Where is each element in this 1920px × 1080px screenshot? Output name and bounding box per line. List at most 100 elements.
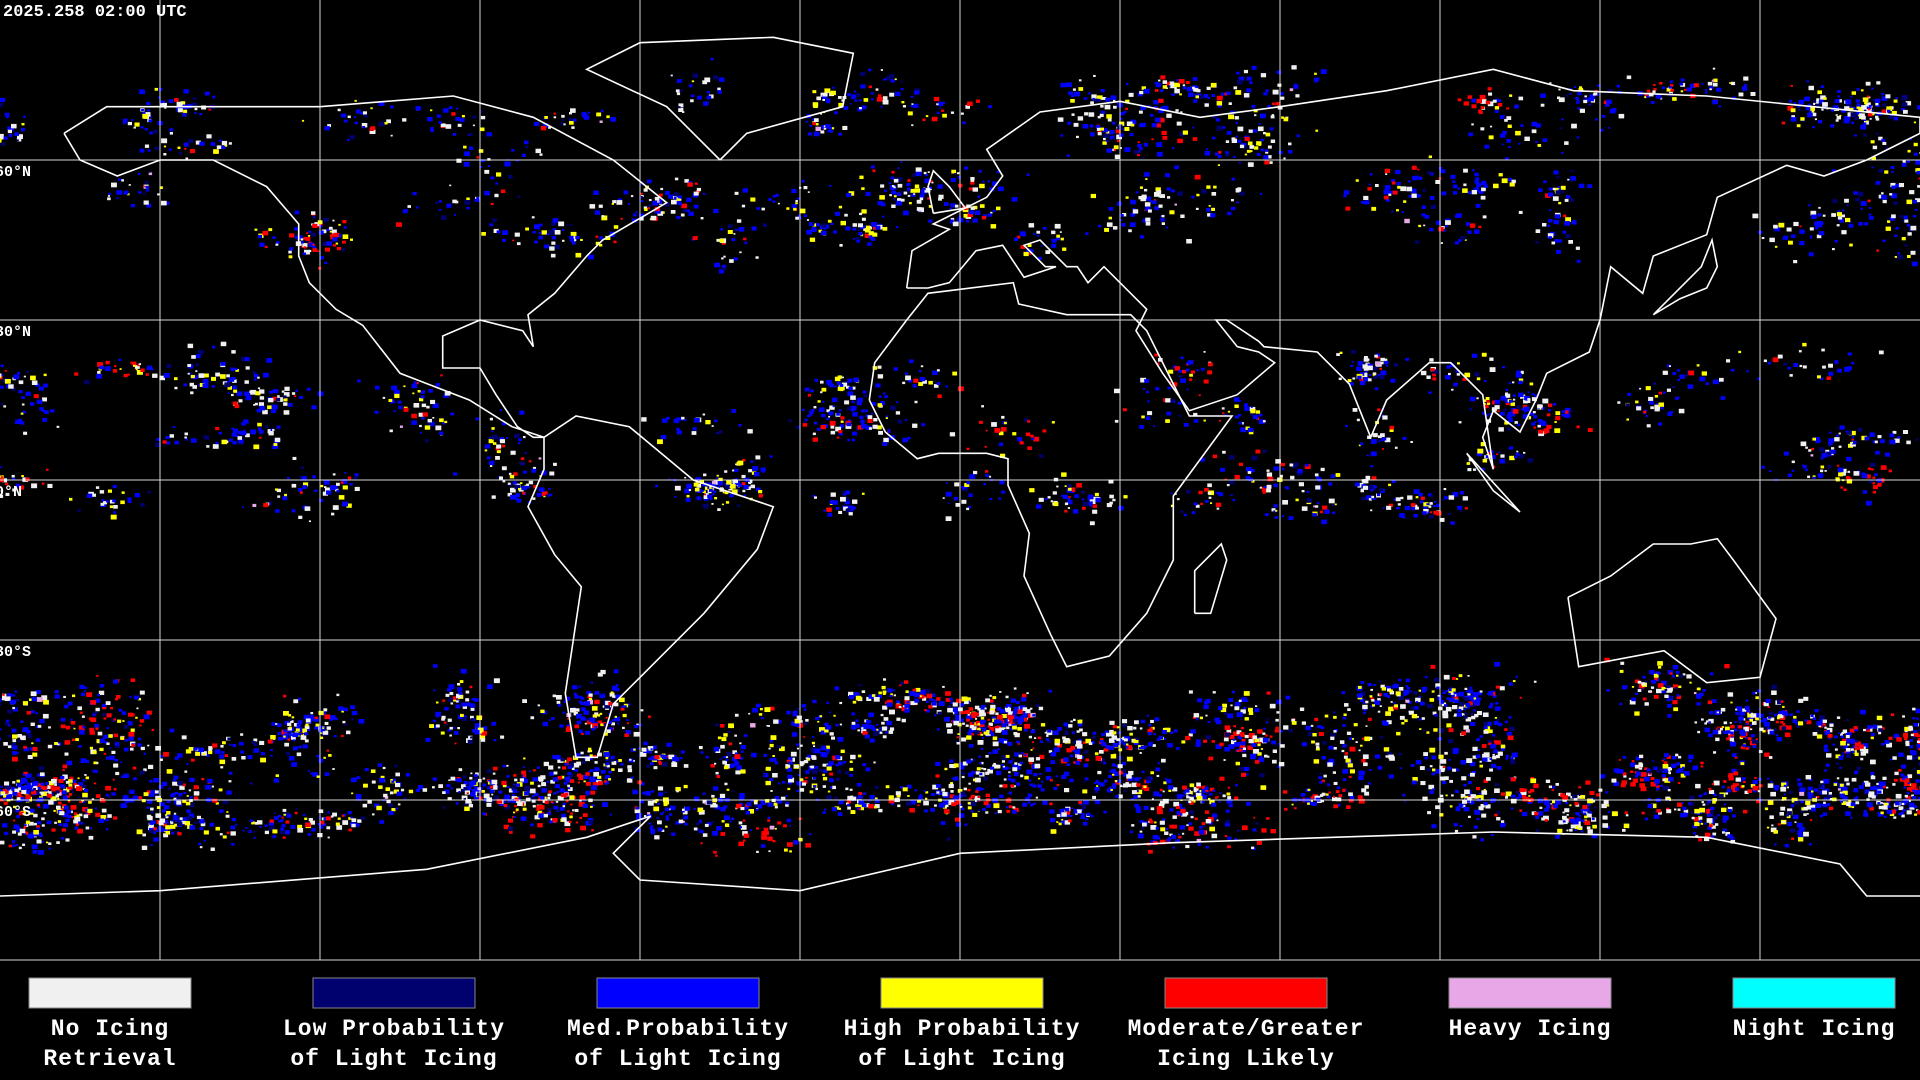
icing-pixel [1074, 91, 1080, 97]
icing-pixel [1558, 201, 1562, 205]
icing-pixel [1741, 86, 1748, 91]
icing-pixel [1155, 89, 1159, 92]
icing-pixel [1078, 79, 1082, 82]
icing-pixel [1818, 725, 1821, 728]
icing-pixel [767, 816, 771, 819]
icing-pixel [228, 438, 233, 442]
icing-pixel [1166, 411, 1172, 416]
icing-pixel [596, 112, 602, 117]
icing-pixel [1545, 804, 1551, 809]
icing-pixel [1704, 89, 1708, 91]
icing-pixel [1860, 89, 1864, 92]
icing-pixel [1712, 99, 1718, 105]
icing-pixel [1388, 193, 1392, 196]
icing-pixel [332, 812, 337, 817]
icing-pixel [447, 728, 452, 732]
icing-pixel [303, 236, 308, 240]
icing-pixel [1810, 210, 1817, 216]
icing-pixel [965, 105, 970, 109]
icing-pixel [814, 421, 818, 425]
icing-pixel [1845, 99, 1852, 104]
icing-pixel [162, 102, 167, 107]
icing-pixel [777, 202, 780, 205]
icing-pixel [1576, 425, 1580, 429]
icing-pixel [1370, 439, 1377, 444]
icing-pixel [145, 185, 150, 189]
icing-pixel [1612, 108, 1617, 112]
icing-pixel [1871, 166, 1874, 169]
icing-pixel [1119, 133, 1124, 137]
icing-pixel [438, 121, 442, 124]
icing-pixel [1476, 183, 1481, 188]
icing-pixel [508, 472, 512, 475]
icing-pixel [1226, 131, 1232, 135]
icing-pixel [99, 490, 105, 494]
icing-pixel [1014, 706, 1019, 711]
icing-pixel [1428, 514, 1434, 519]
icing-pixel [1137, 144, 1142, 148]
icing-pixel [707, 494, 713, 499]
icing-pixel [902, 437, 909, 443]
icing-pixel [1140, 377, 1147, 383]
icing-pixel [830, 425, 835, 429]
icing-pixel [1295, 498, 1299, 502]
icing-pixel [242, 429, 246, 433]
icing-pixel [1510, 757, 1514, 760]
icing-pixel [220, 361, 226, 366]
icing-pixel [1056, 236, 1061, 241]
icing-pixel [536, 492, 542, 497]
icing-pixel [493, 442, 497, 445]
icing-pixel [727, 224, 733, 228]
icing-pixel [489, 465, 493, 467]
icing-pixel [411, 413, 417, 419]
icing-pixel [1872, 490, 1876, 494]
icing-pixel [520, 482, 523, 485]
icing-pixel [813, 131, 820, 137]
icing-pixel [1805, 468, 1808, 472]
icing-pixel [1474, 172, 1479, 177]
icing-pixel [14, 690, 18, 693]
icing-pixel [481, 730, 487, 736]
icing-pixel [1355, 741, 1358, 743]
icing-pixel [281, 390, 285, 393]
icing-pixel [342, 485, 348, 490]
icing-pixel [1332, 511, 1336, 515]
icing-pixel [1374, 354, 1378, 358]
icing-pixel [631, 218, 638, 223]
icing-pixel [795, 200, 798, 202]
icing-pixel [1082, 501, 1088, 507]
icing-pixel [1564, 198, 1569, 202]
icing-pixel [145, 189, 149, 192]
icing-pixel [804, 214, 807, 217]
icing-pixel [259, 396, 265, 400]
icing-pixel [1051, 243, 1057, 248]
icing-pixel [914, 184, 920, 188]
icing-pixel [1229, 480, 1235, 485]
icing-pixel [490, 202, 494, 206]
icing-pixel [658, 200, 661, 203]
icing-pixel [551, 717, 555, 720]
icing-pixel [283, 402, 288, 406]
icing-pixel [620, 707, 625, 711]
icing-pixel [1917, 185, 1920, 188]
icing-pixel [1017, 783, 1020, 786]
icing-pixel [957, 176, 961, 179]
icing-pixel [1747, 737, 1752, 741]
icing-pixel [518, 438, 522, 442]
icing-pixel [464, 151, 470, 156]
icing-pixel [1400, 496, 1404, 500]
icing-pixel [1824, 731, 1830, 736]
icing-pixel [1694, 821, 1700, 827]
icing-pixel [1143, 88, 1150, 94]
icing-pixel [1891, 170, 1894, 173]
icing-pixel [195, 363, 200, 367]
icing-pixel [1733, 728, 1738, 732]
icing-pixel [599, 693, 606, 699]
icing-pixel [1174, 366, 1181, 371]
icing-pixel [1861, 435, 1867, 441]
icing-pixel [335, 242, 339, 245]
icing-pixel [639, 213, 644, 218]
icing-pixel [1707, 813, 1712, 817]
icing-pixel [435, 724, 440, 728]
icing-pixel [1814, 226, 1819, 230]
